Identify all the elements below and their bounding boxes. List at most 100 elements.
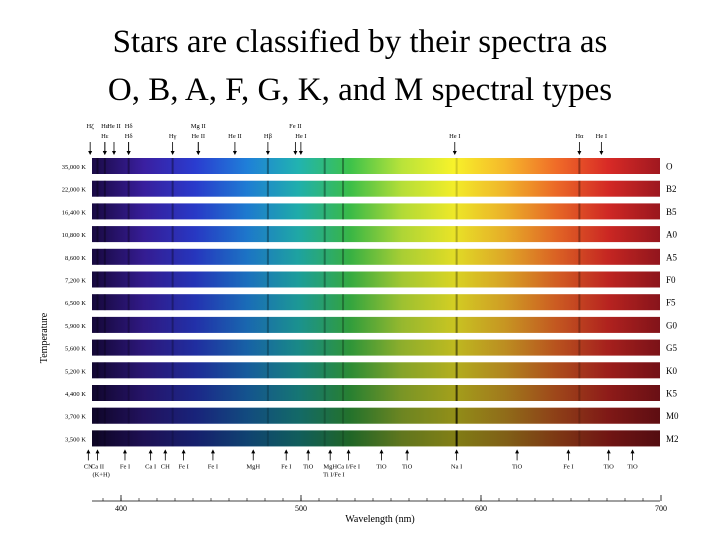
- absorption-line: [323, 385, 326, 401]
- bottom-line-marker: Fe I: [281, 449, 291, 470]
- bottom-line-label: TiO: [376, 463, 387, 470]
- bottom-arrow-head: [346, 449, 351, 454]
- bottom-line-marker: TiO: [402, 449, 413, 470]
- absorption-line: [171, 294, 174, 311]
- y-axis-label: Temperature: [39, 312, 50, 363]
- x-tick-label: 700: [655, 504, 667, 513]
- spectrum-row: 3,700 K M0: [65, 407, 679, 424]
- absorption-line: [96, 294, 99, 311]
- spectrum-band: [92, 385, 660, 401]
- bottom-arrow-head: [379, 449, 384, 454]
- top-line-marker: He II: [191, 133, 205, 155]
- top-arrow-head: [102, 151, 107, 155]
- absorption-line: [266, 362, 269, 379]
- spectrum-row: 5,900 K G0: [65, 316, 677, 333]
- spectrum-band-shade: [92, 385, 660, 401]
- top-line-label: He I: [596, 133, 607, 140]
- absorption-line: [342, 385, 345, 401]
- spectrum-row: 10,800 K A0: [62, 226, 677, 243]
- bottom-arrow-head: [122, 449, 127, 454]
- bottom-arrow-head: [284, 449, 289, 454]
- absorption-line: [266, 203, 269, 220]
- spectrum-band-shade: [92, 430, 660, 447]
- spectrum-row: 3,500 K M2: [65, 430, 679, 447]
- bottom-arrow-head: [328, 449, 333, 454]
- row-type-label: B2: [666, 184, 677, 194]
- absorption-line: [323, 294, 326, 311]
- x-axis-label: Wavelength (nm): [345, 514, 414, 525]
- top-line-marker: Hζ: [86, 123, 94, 155]
- absorption-line: [323, 430, 326, 447]
- x-tick-label: 500: [295, 504, 307, 513]
- bottom-arrow-head: [405, 449, 410, 454]
- bottom-line-label: TiO: [512, 463, 523, 470]
- top-arrow-head: [88, 151, 93, 155]
- absorption-line: [342, 362, 345, 379]
- spectrum-band: [92, 271, 660, 288]
- top-line-label: Hγ: [169, 133, 177, 140]
- row-type-label: A5: [666, 252, 677, 262]
- x-tick-label: 600: [475, 504, 487, 513]
- bottom-arrow-head: [251, 449, 256, 454]
- top-arrow-head: [170, 151, 175, 155]
- absorption-line: [455, 248, 458, 265]
- bottom-line-label: Fe I: [563, 463, 573, 470]
- bottom-line-marker: Fe I: [208, 449, 218, 470]
- bottom-arrow-head: [566, 449, 571, 454]
- absorption-line: [103, 226, 106, 243]
- row-type-label: G0: [666, 320, 677, 330]
- absorption-line: [96, 226, 99, 243]
- row-type-label: B5: [666, 207, 677, 217]
- spectrum-rows: 35,000 K O 22,000 K B2 16,400 K B5 10,800 K A0 8…: [62, 158, 679, 447]
- top-line-marker: Hα: [575, 133, 584, 155]
- absorption-line: [578, 430, 581, 447]
- absorption-line: [171, 316, 174, 333]
- bottom-line-label: Fe I: [178, 463, 188, 470]
- absorption-line: [171, 158, 174, 174]
- top-line-marker: He II: [228, 133, 242, 155]
- spectrum-band-shade: [92, 339, 660, 356]
- absorption-line: [455, 203, 458, 220]
- spectrum-band-shade: [92, 271, 660, 288]
- absorption-line: [455, 294, 458, 311]
- spectrum-row: 22,000 K B2: [62, 180, 677, 197]
- absorption-line: [323, 248, 326, 265]
- spectrum-band: [92, 158, 660, 174]
- row-type-label: K5: [666, 389, 677, 399]
- bottom-line-label: CN: [84, 463, 93, 470]
- bottom-line-marker: Ca II: [91, 449, 104, 470]
- slide-title-line-2: O, B, A, F, G, K, and M spectral types: [107, 72, 613, 108]
- absorption-line: [455, 339, 458, 356]
- absorption-line: [266, 430, 269, 447]
- top-line-label: He II: [228, 133, 242, 140]
- bottom-line-label: Ca I/Fe I: [337, 463, 360, 470]
- slide-title-line-1: Stars are classified by their spectra as: [112, 24, 608, 60]
- absorption-line: [266, 158, 269, 174]
- absorption-line: [455, 407, 458, 424]
- absorption-line: [266, 339, 269, 356]
- spectrum-band-shade: [92, 362, 660, 379]
- absorption-line: [96, 203, 99, 220]
- absorption-line: [103, 203, 106, 220]
- bottom-line-marker: (K+H): [92, 471, 109, 478]
- absorption-line: [171, 271, 174, 288]
- bottom-line-label: Ca I: [145, 463, 156, 470]
- absorption-line: [127, 430, 130, 447]
- absorption-line: [103, 407, 106, 424]
- absorption-line: [342, 430, 345, 447]
- spectrum-band-shade: [92, 226, 660, 243]
- row-type-label: M0: [666, 411, 679, 421]
- bottom-line-marker: TiO: [512, 449, 523, 470]
- absorption-line: [342, 316, 345, 333]
- absorption-line: [171, 407, 174, 424]
- top-line-label: Hδ: [125, 133, 133, 140]
- absorption-line: [342, 180, 345, 197]
- spectrum-row: 4,400 K K5: [65, 385, 677, 401]
- row-temperature-label: 16,400 K: [62, 209, 87, 216]
- bottom-arrow-head: [515, 449, 520, 454]
- absorption-line: [171, 362, 174, 379]
- absorption-line: [578, 385, 581, 401]
- bottom-line-marker: Fe I: [120, 449, 130, 470]
- top-line-label: Mg II: [191, 123, 206, 130]
- absorption-line: [103, 271, 106, 288]
